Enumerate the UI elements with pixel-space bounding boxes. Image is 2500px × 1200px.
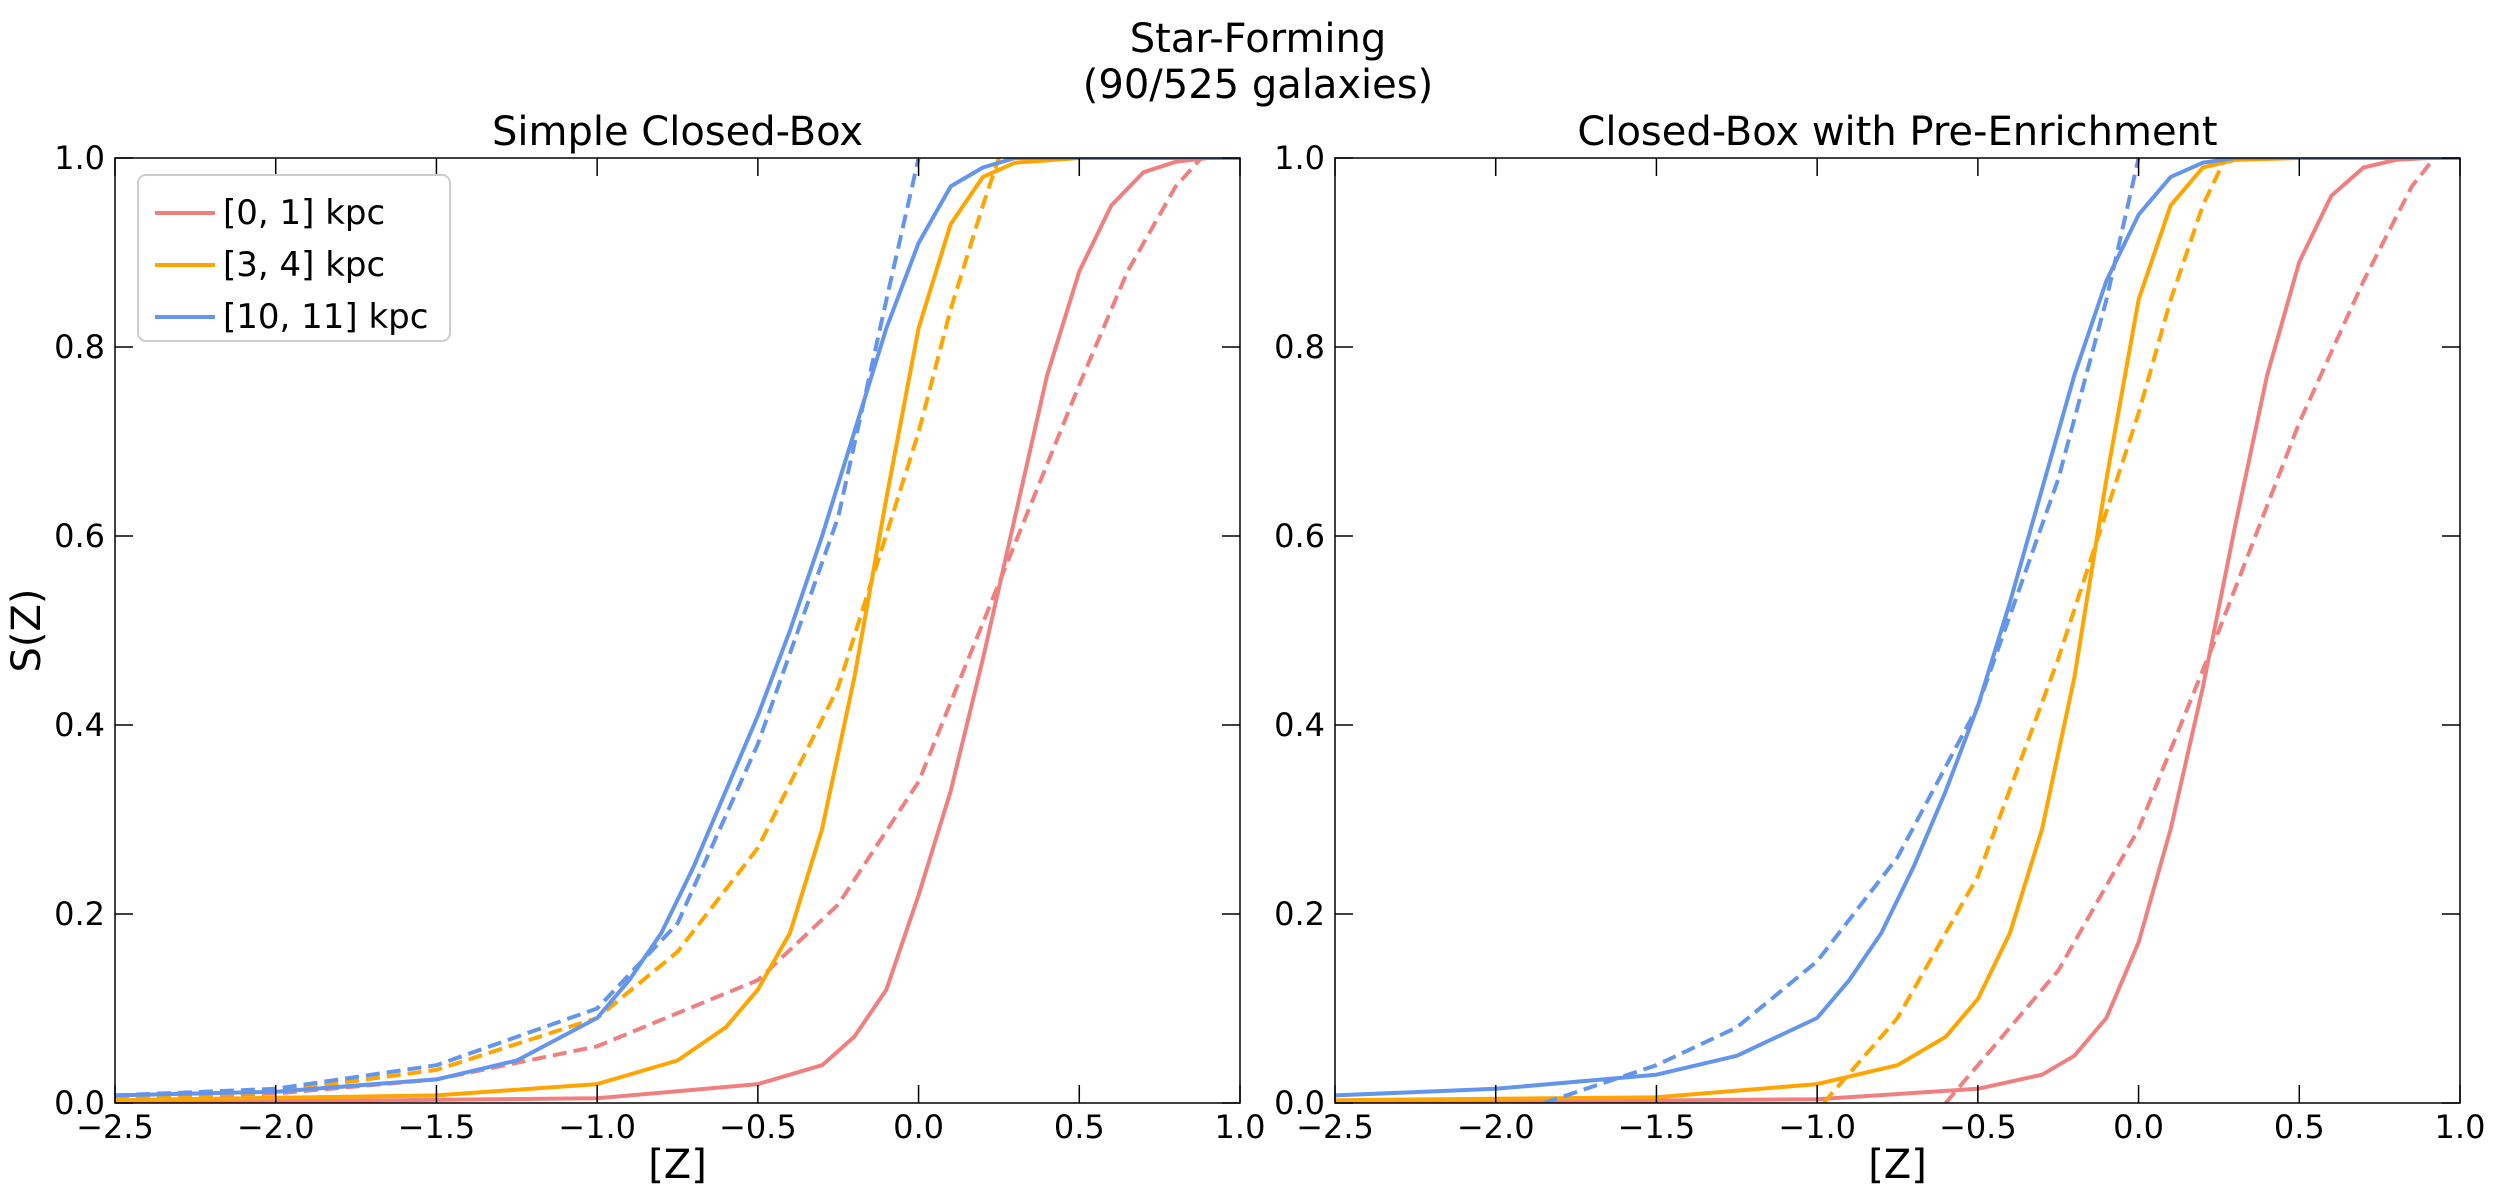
y-tick-label: 1.0 xyxy=(1274,139,1325,177)
x-tick-label: −1.0 xyxy=(1778,1108,1856,1146)
legend: [0, 1] kpc [3, 4] kpc [10, 11] kpc xyxy=(137,174,451,342)
y-axis-label: S(Z) xyxy=(4,588,50,672)
x-axis-label: [Z] xyxy=(1868,1142,1927,1188)
y-tick-label: 0.4 xyxy=(54,706,105,744)
legend-label: [0, 1] kpc xyxy=(223,193,385,233)
panel-title: Simple Closed-Box xyxy=(492,109,863,155)
series-line-2-solid xyxy=(115,158,1240,1103)
y-tick-label: 0.0 xyxy=(1274,1084,1325,1122)
y-tick-label: 0.8 xyxy=(54,328,105,366)
x-tick-label: 0.5 xyxy=(1054,1108,1105,1146)
legend-box xyxy=(137,174,451,342)
series-line-5-dashed xyxy=(115,158,921,1098)
panel-simple-closed-box: −2.5 −2.0 −1.5 −1.0 −0.5 0.0 0.5 1.0 0.0 0.2 0.4 0.… xyxy=(4,109,1265,1188)
series-line-4-solid xyxy=(115,158,1240,1098)
y-tick-label: 0.6 xyxy=(54,517,105,555)
series-line-3-dashed xyxy=(115,158,1001,1102)
series-line-4-solid xyxy=(1335,158,2460,1098)
x-tick-label: −2.0 xyxy=(1457,1108,1535,1146)
series-group xyxy=(1335,158,2460,1103)
x-tick-label: 0.5 xyxy=(2274,1108,2325,1146)
series-line-5-dashed xyxy=(1543,158,2141,1103)
plot-frame xyxy=(1334,157,2461,1104)
x-tick-label: −2.5 xyxy=(1296,1108,1374,1146)
series-line-0-solid xyxy=(1335,158,2460,1103)
series-group xyxy=(115,158,1240,1103)
x-tick-label: −0.5 xyxy=(1939,1108,2017,1146)
y-tick-label: 0.8 xyxy=(1274,328,1325,366)
x-axis-label: [Z] xyxy=(648,1142,707,1188)
legend-label: [10, 11] kpc xyxy=(223,297,428,337)
x-tick-label: 0.0 xyxy=(893,1108,944,1146)
series-line-2-solid xyxy=(1335,158,2460,1103)
y-tick-label: 0.0 xyxy=(54,1084,105,1122)
series-line-1-dashed xyxy=(1944,158,2436,1103)
plot-frame xyxy=(114,157,1241,1104)
panel-closed-box-pre-enrichment: −2.5 −2.0 −1.5 −1.0 −0.5 0.0 0.5 1.0 0.0 0.2 0.4 0.… xyxy=(1274,109,2485,1188)
y-tick-label: 0.2 xyxy=(1274,895,1325,933)
x-tick-label: −1.5 xyxy=(398,1108,476,1146)
x-tick-label: −2.5 xyxy=(76,1108,154,1146)
series-line-3-dashed xyxy=(1822,158,2228,1103)
figure-title-line1: Star-Forming xyxy=(1130,16,1387,62)
panel-title: Closed-Box with Pre-Enrichment xyxy=(1577,109,2217,155)
legend-label: [3, 4] kpc xyxy=(223,245,385,285)
series-line-0-solid xyxy=(115,158,1240,1103)
y-tick-label: 1.0 xyxy=(54,139,105,177)
x-tick-label: −1.5 xyxy=(1618,1108,1696,1146)
x-tick-label: −0.5 xyxy=(719,1108,797,1146)
y-tick-label: 0.2 xyxy=(54,895,105,933)
x-tick-label: 0.0 xyxy=(2113,1108,2164,1146)
x-tick-label: 1.0 xyxy=(2435,1108,2486,1146)
x-tick-label: −2.0 xyxy=(237,1108,315,1146)
figure-title-line2: (90/525 galaxies) xyxy=(1083,62,1433,108)
x-tick-label: −1.0 xyxy=(558,1108,636,1146)
x-tick-label: 1.0 xyxy=(1215,1108,1266,1146)
y-tick-label: 0.6 xyxy=(1274,517,1325,555)
y-tick-label: 0.4 xyxy=(1274,706,1325,744)
